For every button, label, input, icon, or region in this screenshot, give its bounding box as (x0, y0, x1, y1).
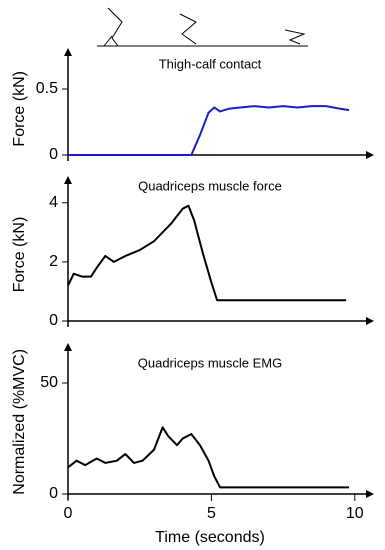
y-axis-label: Force (kN) (11, 217, 28, 293)
y-tick-label: 0.5 (36, 80, 58, 97)
axis-arrow (366, 317, 374, 325)
axis-arrow (64, 48, 72, 56)
axis-arrow (366, 151, 374, 159)
axis-arrow (64, 343, 72, 351)
y-tick-label: 0 (49, 312, 58, 329)
axis-arrow (366, 490, 374, 498)
y-axis-label: Force (kN) (11, 71, 28, 147)
leg-icon (97, 7, 308, 47)
y-tick-label: 2 (49, 253, 58, 270)
x-tick-label: 5 (207, 505, 216, 522)
x-tick-label: 0 (64, 505, 73, 522)
y-tick-label: 50 (40, 374, 58, 391)
panel-title: Quadriceps muscle force (138, 178, 282, 193)
panel-title: Quadriceps muscle EMG (138, 355, 283, 370)
data-line (68, 105, 350, 156)
y-tick-label: 4 (49, 194, 58, 211)
x-tick-label: 10 (346, 505, 364, 522)
panel-title: Thigh-calf contact (159, 56, 262, 71)
y-tick-label: 0 (49, 485, 58, 502)
data-line (67, 426, 350, 489)
data-line (67, 204, 347, 302)
y-axis-label: Normalized (%MVC) (11, 349, 28, 495)
y-tick-label: 0 (49, 146, 58, 163)
x-axis-label: Time (seconds) (155, 529, 265, 546)
axis-arrow (64, 176, 72, 184)
